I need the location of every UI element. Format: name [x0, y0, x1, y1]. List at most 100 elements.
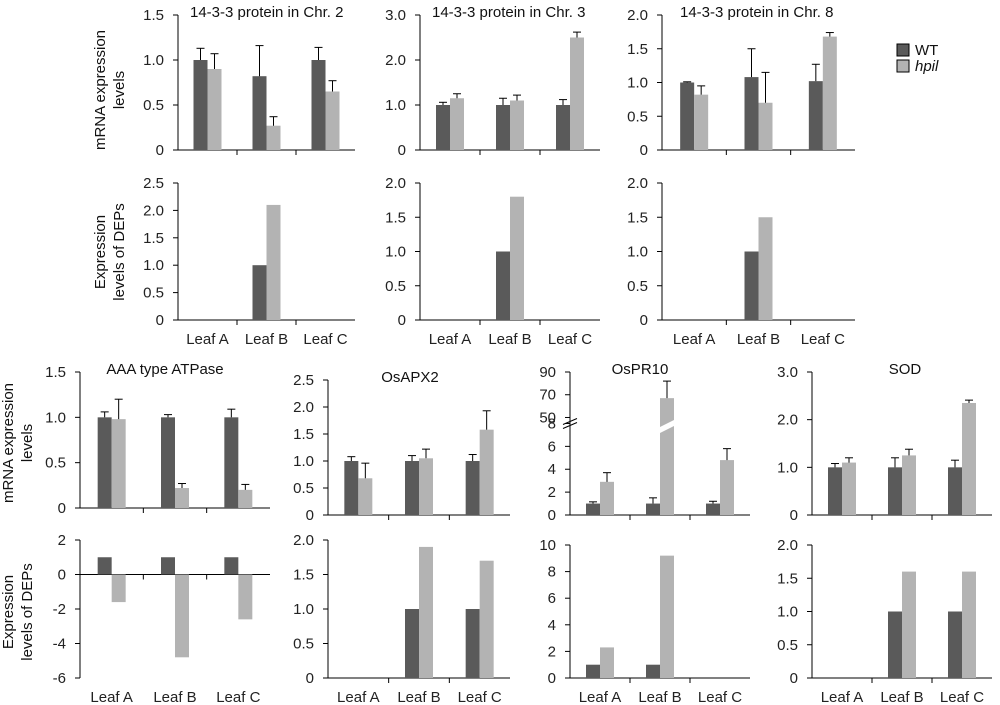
chart-panel-p3: 0 0.5 1.0 1.5 2.0 14-3-3 protein in Chr. 8 [627, 4, 855, 159]
bar-hpil-p7 [111, 419, 126, 508]
bar-hpil-p9 [720, 460, 734, 515]
category-label-p11: Leaf B [153, 689, 196, 705]
y-tick-label-p13: 8 [548, 564, 556, 581]
bar-hpil-p3 [758, 102, 773, 150]
y-tick-label-p1: 0.5 [143, 97, 164, 114]
panel-title-p8: OsAPX2 [381, 369, 439, 386]
y-tick-label-p9: 2 [548, 484, 556, 501]
bar-wt-p12 [405, 609, 419, 678]
chart-panel-p13: 0 2 4 6 8 10 Leaf A Leaf B Leaf C [539, 537, 750, 705]
category-label-p14: Leaf B [880, 689, 923, 705]
y-tick-label-p13: 10 [539, 537, 556, 554]
y-tick-label-p14: 1.0 [777, 604, 798, 621]
panel-title-p1: 14-3-3 protein in Chr. 2 [190, 4, 343, 21]
ylabel-mrna-top-line2: levels [111, 71, 128, 109]
category-label-p13: Leaf B [638, 689, 681, 705]
ylabel-mrna-bottom-line1: mRNA expression [0, 383, 17, 503]
y-tick-label-p14: 0 [790, 670, 798, 687]
category-label-p12: Leaf A [337, 689, 380, 705]
y-tick-label-p11: 2 [58, 532, 66, 549]
panel-title-p7: AAA type ATPase [106, 361, 223, 378]
legend-swatch-wt [896, 43, 910, 57]
ylabel-mrna-bottom-line2: levels [19, 424, 36, 462]
bar-wt-p5 [496, 251, 510, 320]
y-tick-label-p8: 0 [306, 507, 314, 524]
bar-wt-p1 [193, 60, 208, 150]
y-tick-label-p11: 0 [58, 567, 66, 584]
bar-hpil-p11 [175, 574, 189, 658]
y-tick-label-p4: 0 [156, 312, 164, 329]
category-label-p14: Leaf C [940, 689, 984, 705]
bar-hpil-p14 [962, 571, 976, 678]
bar-wt-p2 [556, 105, 570, 150]
category-label-p4: Leaf A [186, 331, 229, 348]
y-tick-label-p9: 8 [548, 415, 556, 432]
chart-panel-p5: 0 0.5 1.0 1.5 2.0 Leaf A Leaf B Leaf C [385, 175, 600, 348]
bar-wt-p13 [646, 664, 660, 678]
bar-hpil-p8 [419, 458, 433, 515]
bar-hpil-p1 [325, 91, 340, 150]
y-tick-label-p12: 0 [306, 670, 314, 687]
bar-wt-p7 [224, 417, 239, 508]
category-label-p5: Leaf B [488, 331, 531, 348]
ylabel-mrna-top: mRNA expression levels [92, 30, 128, 150]
y-tick-label-p4: 1.5 [143, 230, 164, 247]
axis-break-mark [562, 418, 578, 429]
y-tick-label-p11: -4 [53, 636, 66, 653]
y-tick-label-p12: 0.5 [293, 636, 314, 653]
panel-title-p2: 14-3-3 protein in Chr. 3 [432, 4, 585, 21]
bar-hpil-p10 [842, 462, 856, 515]
y-tick-label-p6: 1.5 [627, 209, 648, 226]
y-tick-label-p6: 0 [640, 312, 648, 329]
category-label-p13: Leaf C [698, 689, 742, 705]
category-label-p11: Leaf A [90, 689, 133, 705]
chart-panels: 0 0.5 1.0 1.5 14-3-3 protein in Chr. 2 0 1.0 2.… [45, 4, 992, 705]
y-tick-label-p2: 1.0 [385, 97, 406, 114]
y-tick-label-p1: 1.5 [143, 7, 164, 24]
ylabel-deps-top-line1: Expression [92, 215, 109, 289]
y-tick-label-p4: 2.0 [143, 202, 164, 219]
bar-wt-p12 [465, 609, 480, 678]
bar-hpil-p8 [358, 478, 373, 515]
y-tick-label-p11: -2 [53, 601, 66, 618]
bar-wt-p7 [97, 417, 112, 508]
chart-panel-p6: 0 0.5 1.0 1.5 2.0 Leaf A Leaf B Leaf C [627, 175, 855, 348]
category-label-p6: Leaf C [801, 331, 845, 348]
bar-wt-p9 [646, 503, 660, 515]
y-tick-label-p2: 2.0 [385, 52, 406, 69]
panel-title-p10: SOD [889, 361, 922, 378]
bar-wt-p14 [948, 611, 962, 678]
bar-wt-p7 [161, 417, 175, 508]
y-tick-label-p10: 3.0 [777, 364, 798, 381]
y-tick-label-p4: 2.5 [143, 175, 164, 192]
chart-panel-p2: 0 1.0 2.0 3.0 14-3-3 protein in Chr. 3 [385, 4, 600, 159]
y-tick-label-p2: 3.0 [385, 7, 406, 24]
y-tick-label-p8: 2.0 [293, 399, 314, 416]
bar-wt-p4 [252, 265, 267, 320]
bar-hpil-p5 [510, 196, 524, 320]
y-tick-label-p3: 0 [640, 142, 648, 159]
y-tick-label-p14: 2.0 [777, 537, 798, 554]
category-label-p14: Leaf A [821, 689, 864, 705]
y-tick-label-p3: 2.0 [627, 7, 648, 24]
chart-panel-p7: 0 0.5 1.0 1.5 AAA type ATPase [45, 361, 270, 517]
y-tick-label-p7: 0.5 [45, 455, 66, 472]
category-label-p13: Leaf A [579, 689, 622, 705]
bar-hpil-p2 [570, 37, 584, 150]
y-tick-label-p5: 0.5 [385, 278, 406, 295]
bar-wt-p8 [344, 461, 359, 515]
panel-title-p3: 14-3-3 protein in Chr. 8 [680, 4, 833, 21]
y-tick-label-p5: 1.5 [385, 209, 406, 226]
y-tick-label-p13: 4 [548, 617, 556, 634]
chart-panel-p10: 0 1.0 2.0 3.0 SOD [777, 361, 992, 524]
category-label-p4: Leaf B [245, 331, 288, 348]
bar-hpil-p6 [758, 217, 773, 320]
y-tick-label-p12: 1.5 [293, 567, 314, 584]
y-tick-label-p10: 0 [790, 507, 798, 524]
chart-panel-p8: 0 0.5 1.0 1.5 2.0 2.5 OsAPX2 [293, 369, 510, 524]
bar-wt-p10 [828, 467, 842, 515]
legend: WT hpil [896, 42, 939, 75]
bar-wt-p8 [405, 461, 419, 515]
bar-hpil-p4 [266, 204, 281, 320]
